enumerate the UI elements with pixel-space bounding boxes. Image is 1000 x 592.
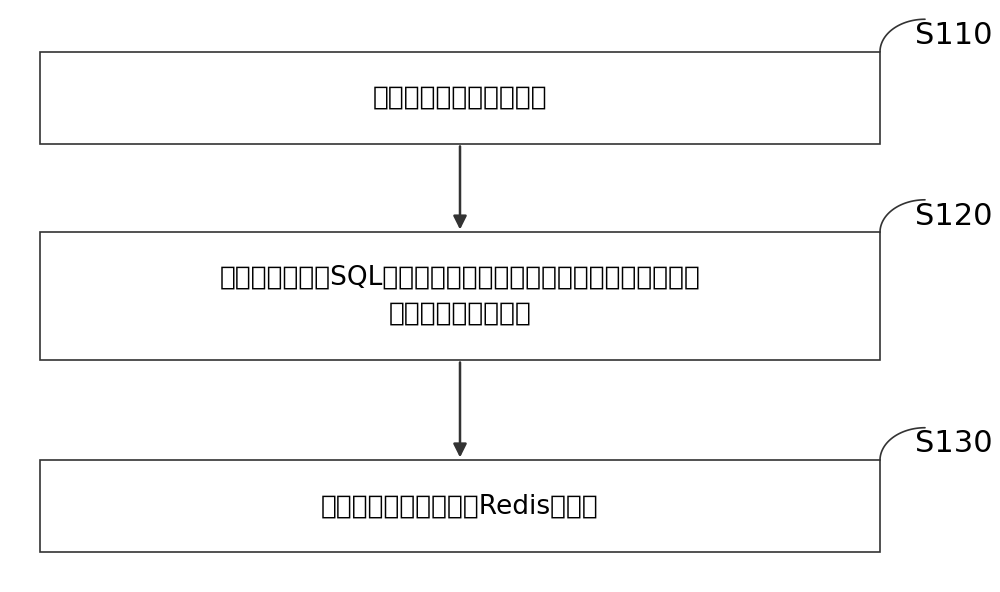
Text: 将目标键値对写入目标Redis缓存中: 将目标键値对写入目标Redis缓存中 <box>321 493 599 519</box>
Text: S110: S110 <box>915 21 992 50</box>
Text: S120: S120 <box>915 202 992 230</box>
Text: 采集目标数据库的慢日志: 采集目标数据库的慢日志 <box>373 85 547 111</box>
Text: 获取慢日志中的SQL语句对应的目标値，并将目标服务器标识和目
标値组成目标键値对: 获取慢日志中的SQL语句对应的目标値，并将目标服务器标识和目 标値组成目标键値对 <box>220 265 700 327</box>
Text: S130: S130 <box>915 430 993 458</box>
FancyBboxPatch shape <box>40 461 880 552</box>
FancyBboxPatch shape <box>40 232 880 359</box>
FancyBboxPatch shape <box>40 52 880 143</box>
